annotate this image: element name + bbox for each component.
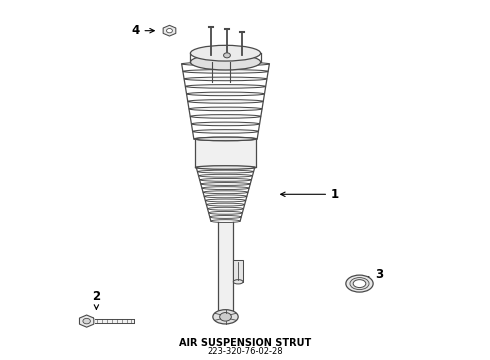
Ellipse shape (197, 170, 254, 173)
Ellipse shape (211, 220, 240, 222)
Ellipse shape (209, 211, 243, 214)
Ellipse shape (233, 280, 243, 284)
Circle shape (83, 318, 90, 324)
Ellipse shape (190, 114, 261, 118)
Bar (196, 139, 256, 167)
Ellipse shape (187, 92, 265, 96)
Ellipse shape (183, 69, 268, 73)
Bar (233, 260, 243, 282)
Text: 1: 1 (281, 188, 339, 201)
Ellipse shape (194, 137, 257, 141)
Ellipse shape (206, 203, 245, 206)
Circle shape (167, 28, 172, 33)
Ellipse shape (213, 310, 238, 324)
Ellipse shape (205, 199, 246, 202)
Text: 3: 3 (366, 268, 383, 281)
Ellipse shape (201, 183, 250, 185)
Text: AIR SUSPENSION STRUT: AIR SUSPENSION STRUT (179, 338, 311, 348)
Text: 223-320-76-02-28: 223-320-76-02-28 (207, 347, 283, 356)
Ellipse shape (199, 179, 251, 181)
Ellipse shape (198, 174, 252, 177)
Polygon shape (163, 25, 176, 36)
Ellipse shape (203, 191, 248, 194)
Ellipse shape (204, 195, 247, 198)
Text: 4: 4 (131, 24, 154, 37)
Ellipse shape (191, 54, 261, 70)
Ellipse shape (196, 166, 255, 169)
Ellipse shape (346, 275, 373, 292)
Ellipse shape (188, 100, 263, 103)
Circle shape (223, 53, 230, 58)
Ellipse shape (353, 280, 366, 288)
Polygon shape (79, 315, 94, 327)
Ellipse shape (185, 85, 266, 88)
Text: 2: 2 (92, 289, 100, 309)
Ellipse shape (192, 122, 260, 126)
Ellipse shape (196, 137, 256, 141)
Ellipse shape (196, 166, 256, 169)
Circle shape (220, 312, 231, 321)
Ellipse shape (202, 187, 249, 189)
Ellipse shape (208, 207, 244, 210)
Ellipse shape (210, 216, 241, 219)
Ellipse shape (189, 107, 262, 111)
Bar (218, 222, 233, 310)
Ellipse shape (193, 130, 258, 133)
Ellipse shape (191, 45, 261, 61)
Ellipse shape (350, 278, 369, 289)
Ellipse shape (182, 62, 270, 66)
Ellipse shape (184, 77, 267, 81)
